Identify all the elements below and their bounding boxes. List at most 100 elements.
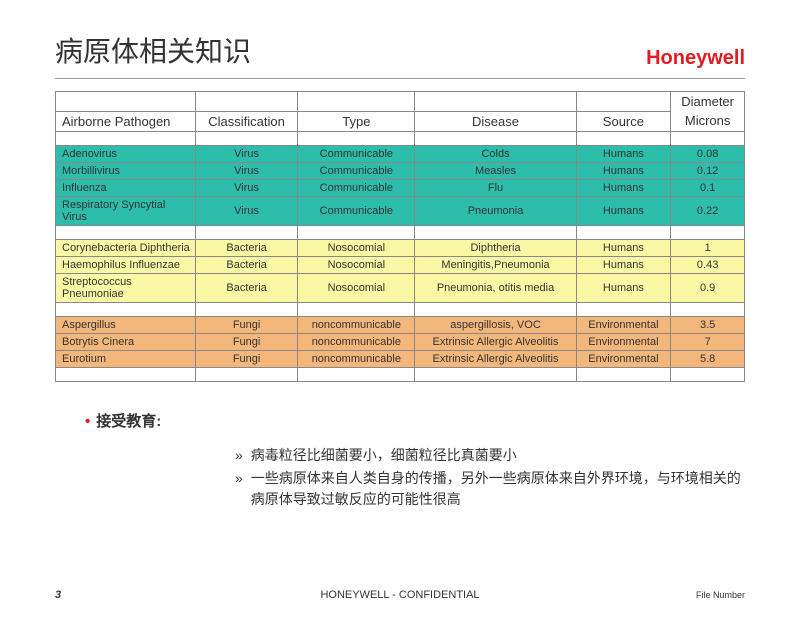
table-spacer-cell <box>671 131 745 145</box>
table-spacer-cell <box>196 131 298 145</box>
table-cell: Influenza <box>56 179 196 196</box>
confidential-text: HONEYWELL - CONFIDENTIAL <box>320 589 479 601</box>
table-spacer-cell <box>576 225 671 239</box>
table-cell: Aspergillus <box>56 316 196 333</box>
table-spacer-cell <box>415 367 576 381</box>
table-cell: 0.22 <box>671 196 745 225</box>
table-cell: Humans <box>576 239 671 256</box>
table-header: Diameter Airborne Pathogen Classificatio… <box>56 92 745 132</box>
table-spacer-cell <box>576 302 671 316</box>
table-cell: Communicable <box>298 179 415 196</box>
table-row: Haemophilus InfluenzaeBacteriaNosocomial… <box>56 256 745 273</box>
table-cell: 0.12 <box>671 162 745 179</box>
table-cell: Humans <box>576 273 671 302</box>
table-cell: 1 <box>671 239 745 256</box>
table-spacer-cell <box>298 131 415 145</box>
table-cell: Fungi <box>196 316 298 333</box>
table-row: Respiratory Syncytial VirusVirusCommunic… <box>56 196 745 225</box>
table-cell: Corynebacteria Diphtheria <box>56 239 196 256</box>
table-row: Botrytis CineraFunginoncommunicableExtri… <box>56 333 745 350</box>
table-cell: Flu <box>415 179 576 196</box>
page-number: 3 <box>55 589 61 601</box>
sub-bullet-text: 病毒粒径比细菌要小，细菌粒径比真菌要小 <box>251 445 517 466</box>
table-spacer-cell <box>671 367 745 381</box>
table-cell: Pneumonia, otitis media <box>415 273 576 302</box>
bullet-dot-icon: • <box>85 413 90 430</box>
table-spacer-cell <box>196 302 298 316</box>
table-cell: Bacteria <box>196 256 298 273</box>
table-spacer-cell <box>415 225 576 239</box>
table-cell: Humans <box>576 256 671 273</box>
table-cell: Humans <box>576 145 671 162</box>
table-cell: Morbillivirus <box>56 162 196 179</box>
table-spacer-cell <box>298 225 415 239</box>
table-cell: Virus <box>196 196 298 225</box>
table-spacer-row <box>56 131 745 145</box>
th-blank <box>196 92 298 112</box>
table-spacer-row <box>56 225 745 239</box>
table-cell: 7 <box>671 333 745 350</box>
table-cell: Communicable <box>298 196 415 225</box>
bullet-section: • 接受教育: » 病毒粒径比细菌要小，细菌粒径比真菌要小 » 一些病原体来自人类… <box>55 410 745 510</box>
sub-bullet-row: » 一些病原体来自人类自身的传播，另外一些病原体来自外界环境，与环境相关的病原体… <box>235 468 745 510</box>
th-microns: Microns <box>671 111 745 131</box>
table-spacer-cell <box>196 367 298 381</box>
table-spacer-row <box>56 367 745 381</box>
table-cell: Humans <box>576 179 671 196</box>
table-spacer-cell <box>56 367 196 381</box>
table-cell: 3.5 <box>671 316 745 333</box>
table-cell: Measles <box>415 162 576 179</box>
table-spacer-cell <box>415 131 576 145</box>
th-blank <box>415 92 576 112</box>
table-cell: Virus <box>196 179 298 196</box>
table-cell: Virus <box>196 145 298 162</box>
table-body: AdenovirusVirusCommunicableColdsHumans0.… <box>56 131 745 381</box>
table-cell: Eurotium <box>56 350 196 367</box>
table-cell: Haemophilus Influenzae <box>56 256 196 273</box>
table-cell: Streptococcus Pneumoniae <box>56 273 196 302</box>
th-pathogen: Airborne Pathogen <box>56 111 196 131</box>
slide-title: 病原体相关知识 <box>55 30 251 70</box>
table-row: EurotiumFunginoncommunicableExtrinsic Al… <box>56 350 745 367</box>
pathogen-table: Diameter Airborne Pathogen Classificatio… <box>55 91 745 382</box>
th-type: Type <box>298 111 415 131</box>
table-cell: Environmental <box>576 333 671 350</box>
brand-logo: Honeywell <box>646 47 745 70</box>
sub-bullet-marker-icon: » <box>235 468 243 510</box>
table-cell: Nosocomial <box>298 273 415 302</box>
table-cell: Respiratory Syncytial Virus <box>56 196 196 225</box>
table-cell: Environmental <box>576 316 671 333</box>
table-cell: Environmental <box>576 350 671 367</box>
bullet-main: • 接受教育: <box>85 410 745 431</box>
table-cell: Adenovirus <box>56 145 196 162</box>
th-disease: Disease <box>415 111 576 131</box>
sub-bullet-text: 一些病原体来自人类自身的传播，另外一些病原体来自外界环境，与环境相关的病原体导致… <box>251 468 745 510</box>
table-row: AdenovirusVirusCommunicableColdsHumans0.… <box>56 145 745 162</box>
slide-footer: 3 HONEYWELL - CONFIDENTIAL File Number <box>0 589 800 601</box>
table-cell: Diphtheria <box>415 239 576 256</box>
table-cell: Bacteria <box>196 239 298 256</box>
table-cell: noncommunicable <box>298 350 415 367</box>
table-cell: Communicable <box>298 145 415 162</box>
table-spacer-cell <box>671 302 745 316</box>
table-cell: Botrytis Cinera <box>56 333 196 350</box>
table-spacer-row <box>56 302 745 316</box>
table-cell: noncommunicable <box>298 316 415 333</box>
table-spacer-cell <box>298 302 415 316</box>
table-spacer-cell <box>576 367 671 381</box>
table-spacer-cell <box>56 302 196 316</box>
table-cell: Bacteria <box>196 273 298 302</box>
table-cell: Fungi <box>196 333 298 350</box>
table-cell: Pneumonia <box>415 196 576 225</box>
table-cell: Extrinsic Allergic Alveolitis <box>415 350 576 367</box>
slide-header: 病原体相关知识 Honeywell <box>55 30 745 79</box>
th-diameter: Diameter <box>671 92 745 112</box>
th-classification: Classification <box>196 111 298 131</box>
table-spacer-cell <box>56 131 196 145</box>
table-cell: Nosocomial <box>298 256 415 273</box>
table-cell: Fungi <box>196 350 298 367</box>
table-cell: Humans <box>576 162 671 179</box>
table-cell: noncommunicable <box>298 333 415 350</box>
bullet-main-text: 接受教育: <box>96 413 161 430</box>
table-cell: Nosocomial <box>298 239 415 256</box>
